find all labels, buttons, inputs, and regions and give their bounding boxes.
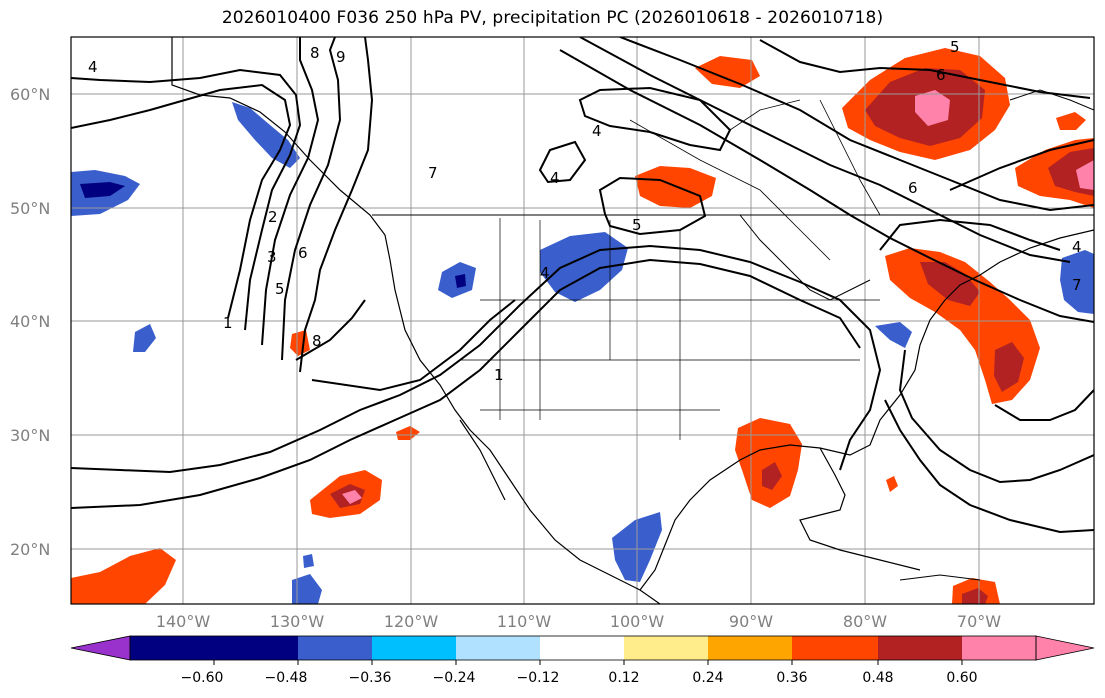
shade-redorange <box>735 418 802 508</box>
contour-label: 4 <box>540 264 550 282</box>
contour-label: 6 <box>936 66 946 84</box>
lon-label: 110°W <box>497 612 552 631</box>
colorbar-tick-label: 0.12 <box>608 670 639 686</box>
contour-label: 6 <box>908 179 918 197</box>
lon-label: 80°W <box>843 612 887 631</box>
contour-label: 8 <box>312 332 322 350</box>
contour-label: 1 <box>494 366 504 384</box>
shade-blue <box>1060 250 1094 314</box>
colorbar-segment <box>298 636 372 660</box>
contour-label: 5 <box>950 38 960 56</box>
shade-redorange <box>396 426 420 440</box>
contour-label: 7 <box>1072 276 1082 294</box>
colorbar-segment <box>456 636 540 660</box>
contour-label: 5 <box>632 216 642 234</box>
contour-label: 6 <box>298 244 308 262</box>
colorbar-segment <box>540 636 624 660</box>
lon-label: 120°W <box>384 612 439 631</box>
colorbar-segment <box>130 636 214 660</box>
shade-darkred <box>762 462 782 490</box>
shade-navy <box>80 182 125 198</box>
lon-label: 130°W <box>270 612 325 631</box>
shade-blue <box>540 232 628 302</box>
shade-navy <box>455 274 466 288</box>
lon-label: 90°W <box>729 612 773 631</box>
precip-shading <box>71 48 1094 604</box>
latitude-labels: 60°N 50°N 40°N 30°N 20°N <box>10 85 50 559</box>
colorbar-segment-low-extend <box>70 635 131 661</box>
lat-label: 40°N <box>10 312 50 331</box>
gridlines <box>71 37 1094 604</box>
shade-redorange <box>290 330 310 356</box>
shade-pink <box>342 490 362 504</box>
shade-darkred <box>994 342 1024 392</box>
contour-label: 4 <box>592 122 602 140</box>
contour-label: 2 <box>268 208 278 226</box>
lon-label: 70°W <box>957 612 1001 631</box>
colorbar-segment <box>624 636 708 660</box>
colorbar-tick-label: 0.60 <box>946 670 977 686</box>
shade-redorange <box>886 476 898 492</box>
shade-redorange <box>695 56 760 88</box>
colorbar-segment <box>708 636 792 660</box>
lat-label: 60°N <box>10 85 50 104</box>
colorbar-segment <box>792 636 878 660</box>
colorbar-segment-high-extend <box>1035 635 1095 661</box>
shade-darkred <box>962 588 988 604</box>
shade-blue <box>875 322 912 348</box>
map-title: 2026010400 F036 250 hPa PV, precipitatio… <box>221 8 884 28</box>
colorbar-tick-label: −0.36 <box>349 670 392 686</box>
contour-label: 1 <box>223 314 233 332</box>
colorbar-tick-label: −0.12 <box>517 670 560 686</box>
coastlines <box>171 37 1094 604</box>
contour-label: 4 <box>88 58 98 76</box>
contour-label: 5 <box>275 280 285 298</box>
colorbar-tick-label: −0.60 <box>181 670 224 686</box>
shade-darkred <box>920 262 980 306</box>
contour-label: 8 <box>310 44 320 62</box>
longitude-labels: 140°W 130°W 120°W 110°W 100°W 90°W 80°W … <box>156 612 1001 631</box>
lon-label: 140°W <box>156 612 211 631</box>
pv-contours <box>71 37 1094 534</box>
shade-redorange <box>1056 112 1086 130</box>
colorbar-segment <box>372 636 456 660</box>
lat-label: 20°N <box>10 540 50 559</box>
colorbar-tick-label: 0.36 <box>776 670 807 686</box>
lat-label: 50°N <box>10 199 50 218</box>
lon-label: 100°W <box>610 612 665 631</box>
shade-pink <box>915 90 950 126</box>
colorbar-tick-label: −0.48 <box>265 670 308 686</box>
shade-redorange <box>71 548 176 604</box>
contour-label: 7 <box>428 164 438 182</box>
colorbar: −0.60 −0.48 −0.36 −0.24 −0.12 0.12 0.24 … <box>70 635 1095 686</box>
shade-blue <box>232 102 300 168</box>
shade-pink <box>1076 160 1094 190</box>
colorbar-tick-label: 0.24 <box>692 670 723 686</box>
shade-blue <box>133 324 156 352</box>
contour-label: 3 <box>267 248 277 266</box>
colorbar-tick-label: −0.24 <box>433 670 476 686</box>
colorbar-segment <box>962 636 1036 660</box>
shade-blue <box>292 574 322 604</box>
colorbar-segment <box>878 636 962 660</box>
map-frame <box>70 36 1095 605</box>
lat-label: 30°N <box>10 426 50 445</box>
contour-labels: 4 8 9 4 4 5 2 3 5 6 1 8 7 4 1 6 6 5 7 4 <box>88 38 1082 384</box>
colorbar-tick-label: 0.48 <box>862 670 893 686</box>
contour-label: 4 <box>550 169 560 187</box>
shade-blue <box>303 554 314 568</box>
colorbar-segment <box>214 636 298 660</box>
contour-label: 9 <box>336 48 346 66</box>
contour-label: 4 <box>1072 238 1082 256</box>
